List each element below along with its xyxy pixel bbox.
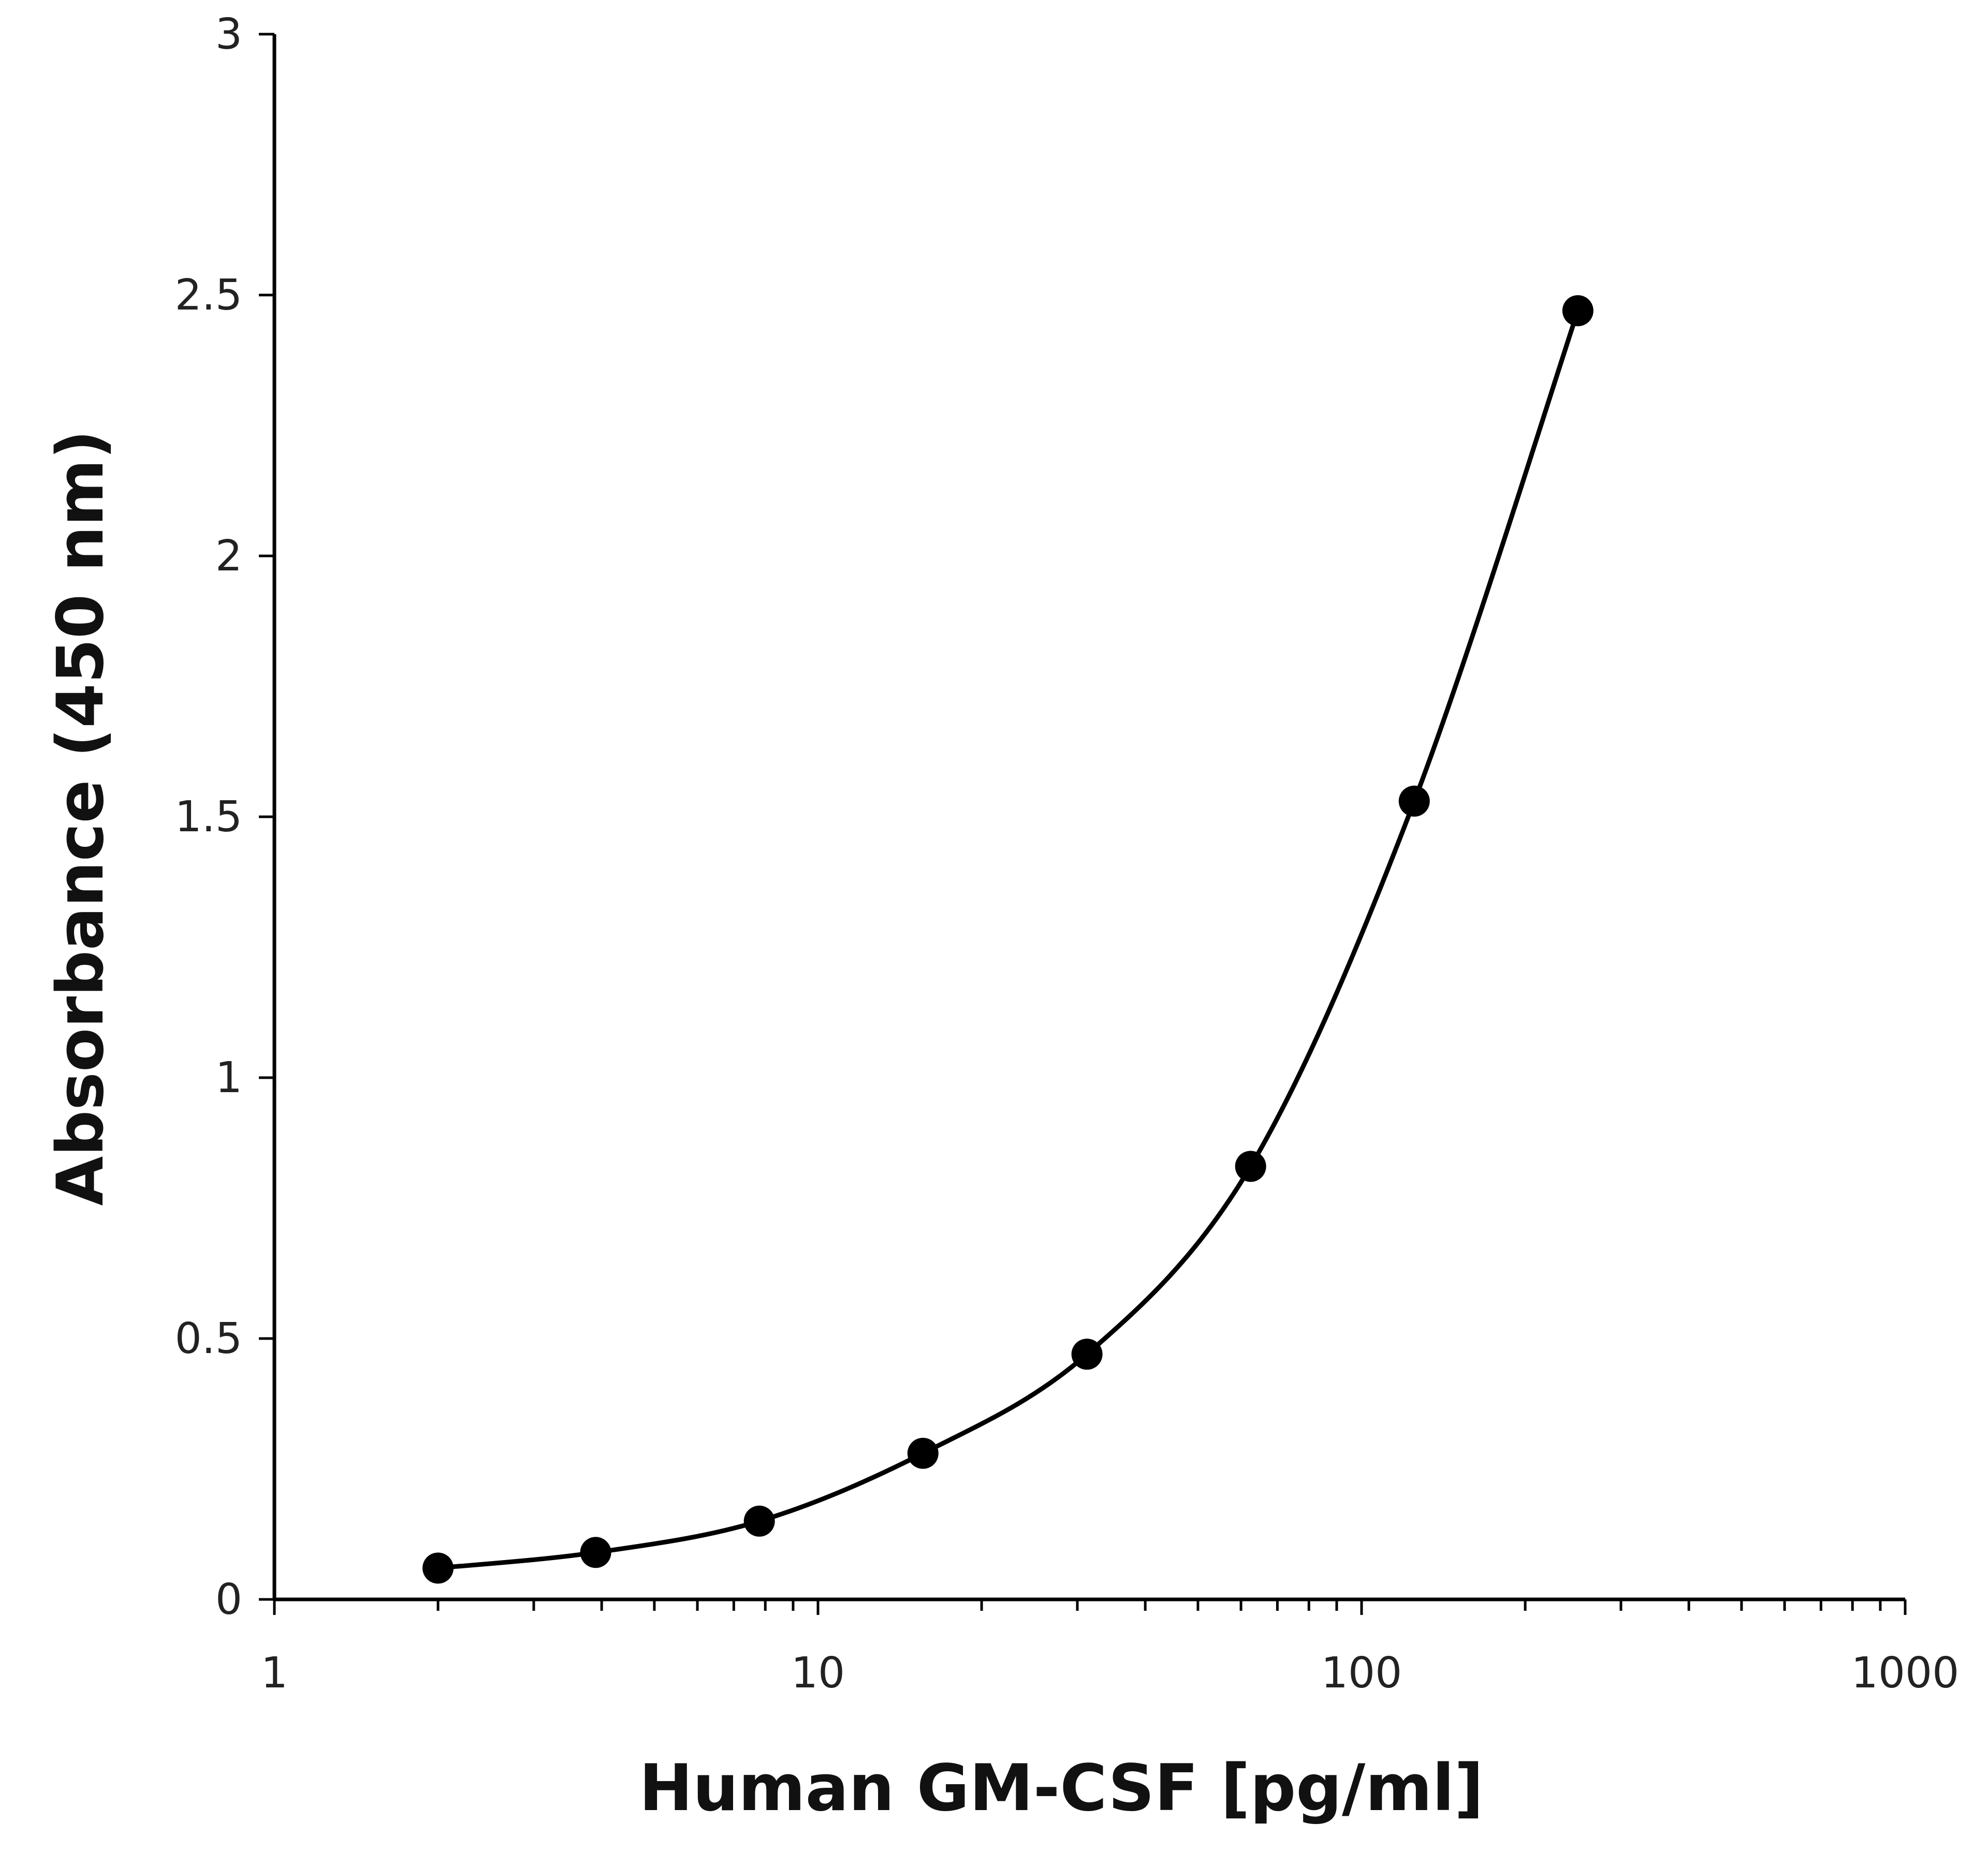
y-tick-label: 2 [215, 532, 242, 581]
data-point [1562, 295, 1594, 327]
y-tick-label: 1.5 [175, 792, 242, 842]
x-tick-label: 100 [1321, 1649, 1402, 1698]
data-point [1071, 1339, 1103, 1370]
data-point [907, 1437, 939, 1469]
data-point [422, 1552, 454, 1584]
y-tick-label: 0.5 [175, 1314, 242, 1363]
y-tick-label: 0 [215, 1575, 242, 1624]
x-tick-label: 1 [261, 1649, 288, 1698]
x-axis-title: Human GM-CSF [pg/ml] [639, 1751, 1483, 1826]
y-tick-label: 2.5 [175, 271, 242, 320]
y-axis-title: Absorbance (450 nm) [43, 430, 118, 1206]
x-tick-label: 1000 [1851, 1649, 1960, 1698]
y-tick-label: 1 [215, 1053, 242, 1103]
data-point [580, 1537, 611, 1568]
x-axis: 1 10 100 1000 [261, 1597, 1960, 1698]
data-point [1398, 785, 1430, 817]
data-point [1235, 1151, 1266, 1182]
x-tick-label: 10 [791, 1649, 845, 1698]
plot-series [422, 295, 1594, 1584]
y-axis: 0 0.5 1 1.5 2 2.5 3 [175, 10, 276, 1624]
data-point [743, 1505, 775, 1537]
y-tick-label: 3 [215, 10, 242, 59]
series-line [435, 308, 1581, 1570]
